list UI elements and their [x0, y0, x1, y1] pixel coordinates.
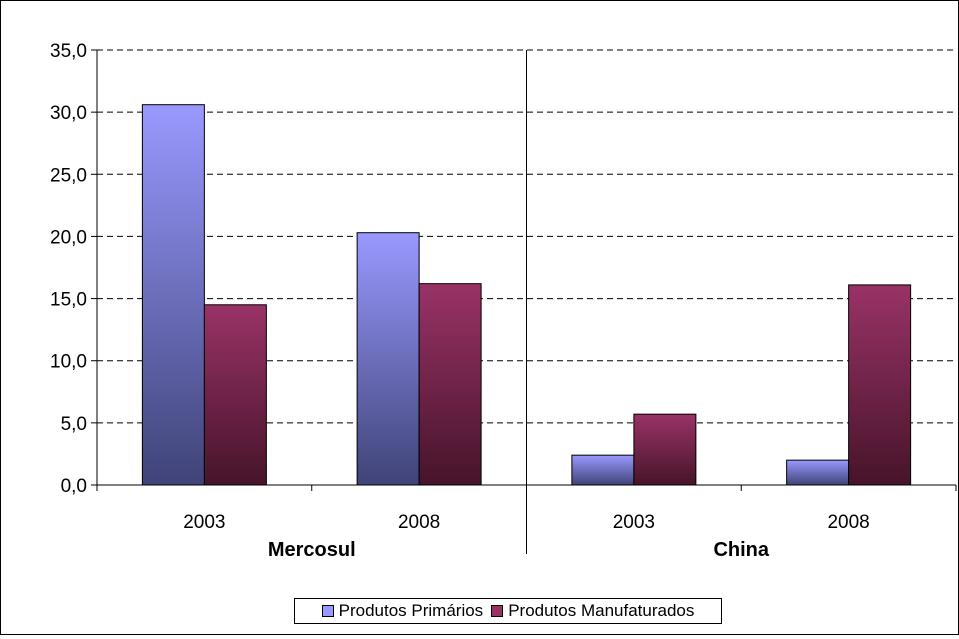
bar-manufaturados-0 — [203, 304, 267, 486]
bars — [141, 104, 912, 486]
axes — [91, 49, 957, 554]
legend: Produtos Primários Produtos Manufaturado… — [294, 598, 722, 624]
legend-item-manufaturados: Produtos Manufaturados — [491, 601, 694, 621]
y-tick-label: 15,0 — [50, 290, 87, 311]
x-tick-label: 2008 — [827, 512, 869, 533]
legend-swatch-manufaturados — [491, 605, 504, 617]
bar-manufaturados-3 — [848, 284, 912, 486]
y-tick-label: 5,0 — [61, 414, 87, 435]
y-tick-label: 25,0 — [50, 165, 87, 186]
y-tick-label: 30,0 — [50, 103, 87, 124]
y-tick-label: 10,0 — [50, 352, 87, 373]
bar-primarios-1 — [356, 232, 420, 486]
bar-manufaturados-2 — [633, 413, 697, 486]
bar-primarios-0 — [141, 104, 205, 486]
bar-primarios-2 — [571, 454, 635, 486]
labels: 0,0 5,0 10,0 15,0 20,0 25,0 30,0 35,0 2003 2008 20… — [50, 41, 870, 561]
legend-label-manufaturados: Produtos Manufaturados — [508, 601, 695, 620]
y-tick-label: 0,0 — [61, 476, 87, 497]
bar-manufaturados-1 — [418, 283, 482, 486]
y-tick-label: 35,0 — [50, 41, 87, 62]
group-label: Mercosul — [268, 539, 356, 561]
legend-label-primarios: Produtos Primários — [338, 601, 484, 620]
group-label: China — [713, 539, 769, 561]
bar-primarios-3 — [786, 459, 850, 486]
x-tick-label: 2003 — [183, 512, 225, 533]
x-tick-label: 2008 — [398, 512, 440, 533]
legend-swatch-primarios — [321, 605, 334, 617]
legend-item-primarios: Produtos Primários — [321, 601, 484, 621]
y-tick-label: 20,0 — [50, 227, 87, 248]
x-tick-label: 2003 — [613, 512, 655, 533]
